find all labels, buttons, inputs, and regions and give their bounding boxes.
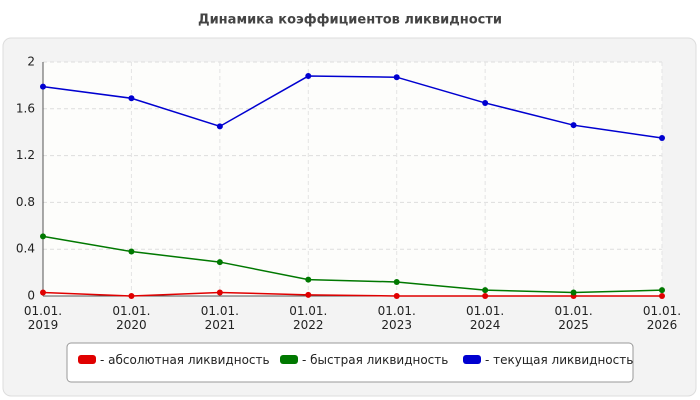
point xyxy=(40,83,46,90)
point xyxy=(216,123,223,130)
y-tick-label: 1.2 xyxy=(16,148,35,162)
x-tick-label: 01.01. 2019 xyxy=(23,304,63,332)
x-tick-label: 01.01. 2023 xyxy=(377,304,416,332)
point xyxy=(659,135,665,142)
legend-label: - быстрая ликвидность xyxy=(302,352,449,367)
series-line xyxy=(42,235,663,294)
point xyxy=(128,95,135,102)
y-tick-label: 0 xyxy=(27,289,35,303)
point xyxy=(393,74,400,81)
legend-swatch xyxy=(463,355,481,364)
legend-item: - текущая ликвидность xyxy=(463,352,633,367)
y-tick-label: 1.6 xyxy=(16,101,35,115)
point xyxy=(659,287,665,294)
legend-item: - быстрая ликвидность xyxy=(280,352,448,367)
point xyxy=(482,287,489,294)
point xyxy=(482,99,489,106)
chart-title: Динамика коэффициентов ликвидности xyxy=(198,13,502,28)
y-tick-label: 0.8 xyxy=(16,195,35,209)
point xyxy=(128,293,135,299)
point xyxy=(305,276,312,283)
series-line xyxy=(42,75,663,139)
point xyxy=(216,289,223,296)
plot-area xyxy=(43,62,662,296)
legend-swatch xyxy=(280,355,298,364)
legend xyxy=(66,342,634,383)
legend-item: - абсолютная ликвидность xyxy=(78,352,270,367)
series-line xyxy=(42,291,662,297)
legend-swatch xyxy=(78,355,96,364)
point xyxy=(393,278,400,285)
point xyxy=(305,73,312,80)
point xyxy=(570,289,577,296)
point xyxy=(393,293,400,299)
x-tick-label: 01.01. 2022 xyxy=(289,304,328,332)
point xyxy=(570,122,577,129)
x-tick-label: 01.01. 2025 xyxy=(554,304,593,332)
point xyxy=(40,233,46,240)
x-tick-label: 01.01. 2024 xyxy=(466,304,505,332)
point xyxy=(216,259,223,266)
point xyxy=(40,289,46,296)
y-tick-label: 2 xyxy=(27,55,35,69)
point xyxy=(482,293,489,299)
legend-label: - текущая ликвидность xyxy=(485,352,634,367)
point xyxy=(659,293,665,299)
point xyxy=(128,248,135,255)
x-tick-label: 01.01. 2020 xyxy=(112,304,151,332)
x-tick-label: 01.01. 2021 xyxy=(200,304,239,332)
x-tick-label: 01.01. 2026 xyxy=(642,304,682,332)
point xyxy=(305,291,312,298)
legend-label: - абсолютная ликвидность xyxy=(100,352,270,367)
y-tick-label: 0.4 xyxy=(16,242,35,256)
